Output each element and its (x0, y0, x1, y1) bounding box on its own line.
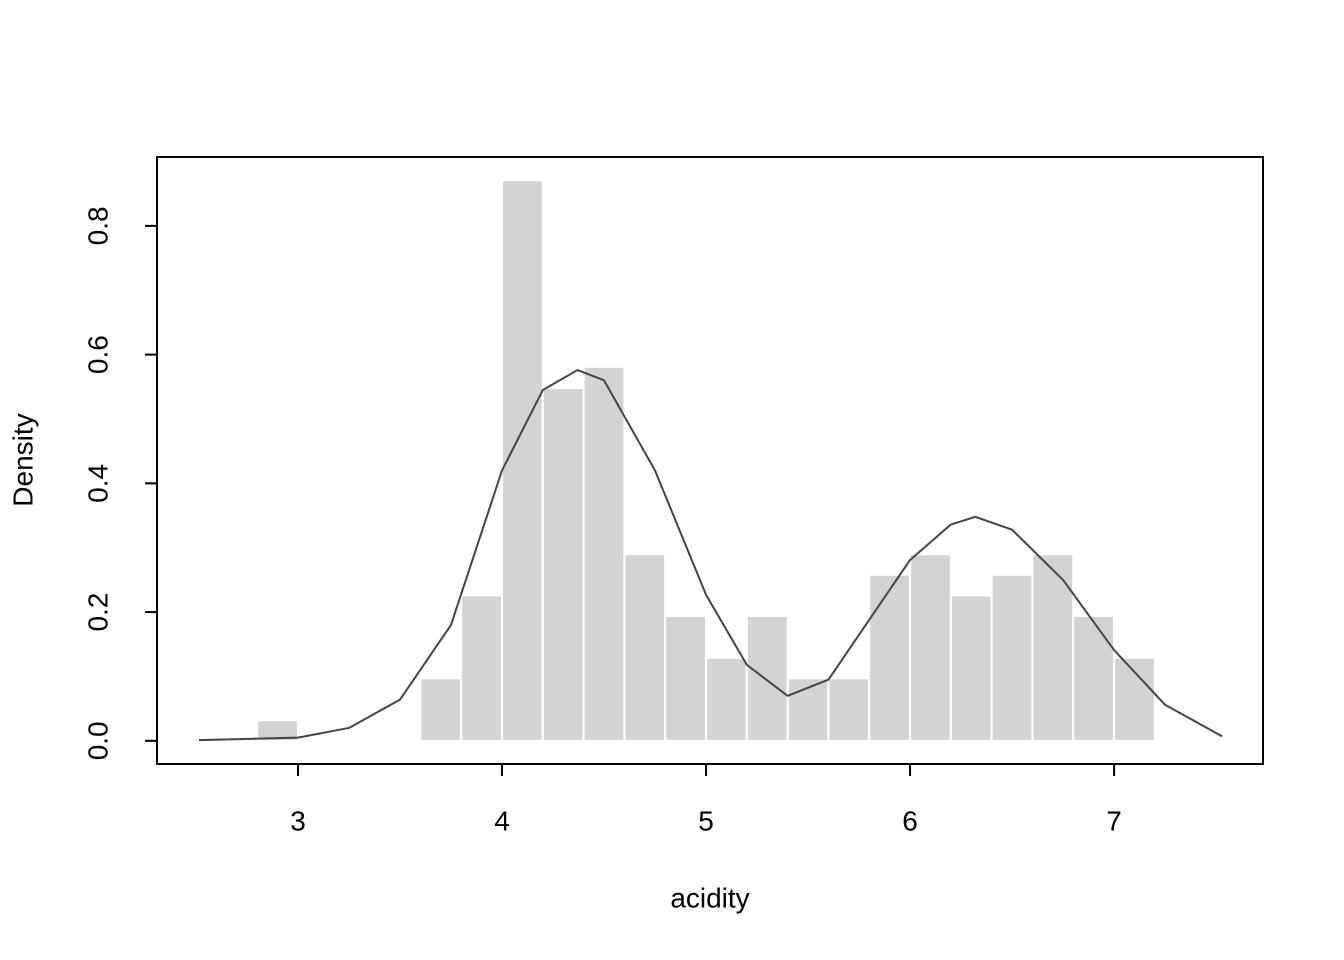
y-tick-label: 0.0 (82, 721, 113, 760)
y-tick-label: 0.4 (82, 464, 113, 503)
bar (623, 553, 667, 742)
bar (827, 677, 871, 742)
y-tick-label: 0.2 (82, 593, 113, 632)
bar (705, 656, 748, 742)
x-tick-label: 3 (290, 805, 306, 836)
bar (501, 179, 544, 742)
bar (1113, 656, 1156, 742)
bar (419, 677, 463, 742)
bar (664, 614, 708, 742)
bar (745, 614, 789, 742)
y-axis-label: Density (7, 413, 38, 506)
x-tick-label: 4 (494, 805, 510, 836)
bar (1031, 553, 1075, 742)
bar (582, 365, 626, 742)
x-tick-label: 5 (698, 805, 714, 836)
bar (460, 594, 504, 742)
bar (541, 387, 585, 742)
x-axis-label: acidity (670, 882, 749, 913)
density-curve (199, 369, 1223, 742)
x-tick-label: 6 (902, 805, 918, 836)
bar (1072, 614, 1116, 742)
bar (256, 719, 299, 742)
bar (868, 573, 912, 742)
bar (990, 573, 1034, 742)
y-tick-label: 0.8 (82, 206, 113, 245)
bar (909, 553, 952, 742)
bar (949, 594, 993, 742)
x-tick-label: 7 (1106, 805, 1122, 836)
y-tick-label: 0.6 (82, 335, 113, 374)
